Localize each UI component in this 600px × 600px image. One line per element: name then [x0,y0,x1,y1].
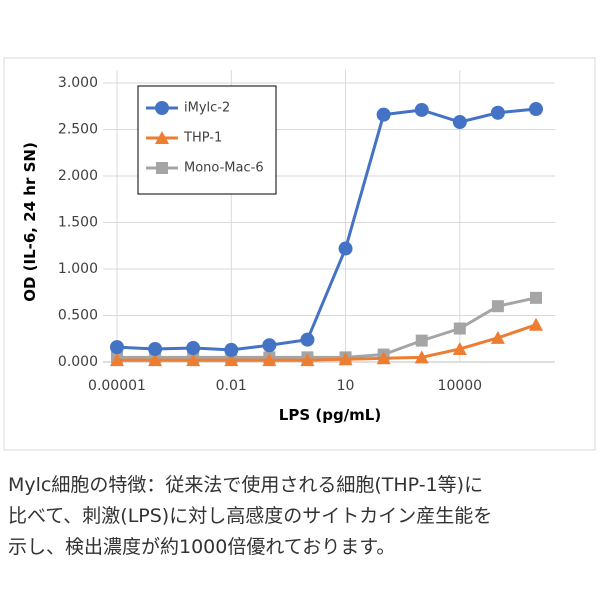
y-axis-title: OD (IL-6, 24 hr SN) [21,142,39,302]
data-point [452,115,467,130]
y-tick-label: 1.000 [58,261,98,277]
chart: LPS (pg/mL) OD (IL-6, 24 hr SN) 0.000 0.5… [3,57,596,451]
legend-label: Mono-Mac-6 [184,161,264,176]
data-point [300,332,315,347]
caption-line: 比べて、刺激(LPS)に対し高感度のサイトカイン産生能を [8,505,493,527]
data-point [110,353,124,367]
legend-marker [155,131,169,144]
data-point [338,241,353,256]
data-point [262,338,277,353]
data-point [529,317,543,331]
y-tick-label: 0.000 [58,354,98,370]
data-point [224,342,239,357]
x-tick-label: 10000 [438,378,483,394]
y-tick-label: 3.000 [58,75,98,91]
legend-label: THP-1 [183,131,222,146]
data-point [414,350,429,364]
data-point [376,107,391,122]
legend-marker [155,101,169,115]
legend-marker [156,162,168,174]
data-point [490,105,505,120]
x-tick-label: 0.01 [216,378,247,394]
data-point [110,340,124,355]
data-point [415,334,428,347]
data-point [529,102,543,117]
data-point [338,352,353,366]
data-point [453,322,466,335]
data-point [224,353,239,367]
data-point [376,351,391,365]
data-point [530,291,542,304]
legend-label: iMylc-2 [184,101,230,116]
caption-line: Mylc細胞の特徴：従来法で使用される細胞(THP-1等)に [8,474,484,496]
caption: Mylc細胞の特徴：従来法で使用される細胞(THP-1等)に 比べて、刺激(LPS… [8,470,598,563]
data-point [491,300,504,313]
data-point [186,353,201,367]
data-point [148,353,163,367]
series-line [117,323,537,362]
data-point [148,341,163,356]
y-tick-label: 2.000 [58,168,98,184]
caption-line: 示し、検出濃度が約1000倍優れております。 [8,536,396,558]
data-point [262,353,277,367]
data-point [300,353,315,367]
data-point [452,341,467,355]
data-point [186,341,201,356]
x-tick-label: 0.00001 [88,378,146,394]
chart-frame [3,57,596,451]
y-tick-label: 0.500 [58,308,98,324]
y-tick-label: 2.500 [58,122,98,138]
x-tick-label: 10 [337,378,355,394]
y-tick-label: 1.500 [58,215,98,231]
series-line [117,296,537,359]
data-point [490,330,505,344]
data-point [414,102,429,117]
x-axis-title: LPS (pg/mL) [279,406,381,424]
